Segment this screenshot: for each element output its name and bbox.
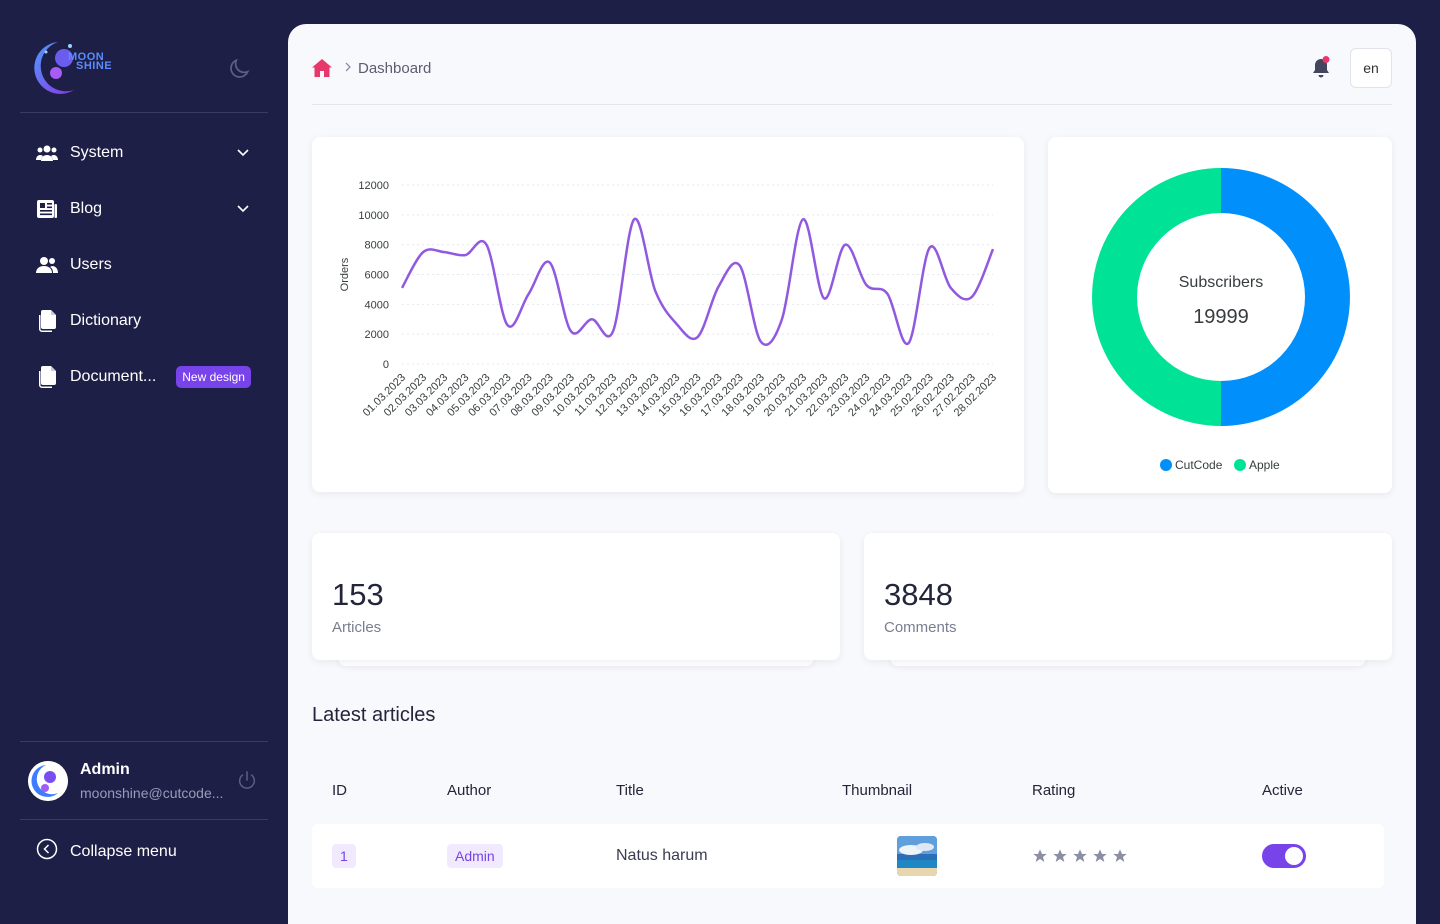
sidebar-item-documents[interactable]: Document... New design [20, 349, 268, 405]
stat-value: 153 [332, 577, 384, 612]
sidebar-item-label: Document... [70, 368, 157, 385]
documents-icon [36, 366, 58, 388]
orders-line-chart-card: 0 2000 4000 6000 8000 10000 12000 Orders 01.03.2… [312, 137, 1024, 492]
collapse-menu-label: Collapse menu [70, 842, 177, 860]
subscribers-donut-chart: Subscribers 19999 CutCode Apple [1092, 168, 1350, 472]
collapse-menu-button[interactable]: Collapse menu [36, 838, 177, 865]
y-tick-label: 0 [383, 359, 389, 371]
y-tick-label: 8000 [365, 240, 389, 252]
y-tick-label: 12000 [358, 180, 389, 192]
language-switch-button[interactable]: en [1350, 48, 1392, 88]
active-toggle[interactable] [1262, 844, 1306, 868]
stat-label: Articles [332, 619, 382, 636]
sidebar-item-system[interactable]: System [20, 125, 268, 181]
users-group-icon [36, 142, 58, 164]
rating-stars[interactable] [1032, 848, 1128, 864]
breadcrumb[interactable]: Dashboard [358, 60, 432, 77]
legend-label: Apple [1249, 458, 1280, 472]
logo-text-line2: SHINE [76, 60, 113, 72]
table-row[interactable]: 1 Admin Natus harum [312, 824, 1384, 888]
article-author-badge[interactable]: Admin [447, 844, 503, 868]
comments-stat-card: 3848 Comments [864, 533, 1392, 660]
user-profile[interactable]: Admin moonshine@cutcode... [20, 742, 268, 820]
article-thumbnail-image[interactable] [897, 836, 937, 876]
legend-item-apple[interactable]: Apple [1234, 458, 1280, 472]
logout-power-icon[interactable] [236, 770, 258, 792]
y-tick-label: 10000 [358, 210, 389, 222]
donut-slice-apple[interactable] [1092, 168, 1221, 426]
legend-marker [1160, 459, 1172, 471]
stat-label: Comments [884, 619, 957, 636]
sidebar-item-blog[interactable]: Blog [20, 181, 268, 237]
user-name: Admin [80, 761, 130, 778]
articles-stat-card: 153 Articles [312, 533, 840, 660]
chevron-right-icon [342, 60, 354, 72]
sidebar-divider [20, 741, 268, 742]
y-tick-label: 2000 [365, 329, 389, 341]
home-icon[interactable] [312, 58, 332, 78]
column-header-thumbnail: Thumbnail [842, 782, 913, 799]
user-email: moonshine@cutcode... [80, 785, 224, 801]
sidebar-item-label: Dictionary [70, 312, 142, 329]
sidebar-item-label: Blog [70, 200, 103, 217]
sidebar-item-label: Users [70, 256, 112, 273]
chevron-down-icon [236, 145, 250, 159]
new-design-badge: New design [176, 366, 251, 388]
donut-total: 19999 [1193, 306, 1249, 328]
stat-value: 3848 [884, 577, 953, 612]
star-icon [1093, 849, 1107, 862]
main-content: Dashboard en 0 2000 4000 6000 8000 10000 12000… [288, 24, 1416, 924]
column-header-id[interactable]: ID [332, 782, 347, 799]
y-tick-label: 6000 [365, 270, 389, 282]
column-header-rating[interactable]: Rating [1032, 782, 1076, 799]
article-title[interactable]: Natus harum [616, 847, 708, 864]
star-icon [1033, 849, 1047, 862]
sidebar-item-users[interactable]: Users [20, 237, 268, 293]
theme-toggle-moon-icon[interactable] [226, 56, 252, 82]
column-header-author[interactable]: Author [447, 782, 492, 799]
notification-bell-icon[interactable] [1310, 56, 1332, 80]
moonshine-logo[interactable]: MOON SHINE [34, 38, 134, 98]
legend-label: CutCode [1175, 458, 1223, 472]
column-header-active[interactable]: Active [1262, 782, 1303, 799]
newspaper-icon [36, 198, 58, 220]
orders-line-chart: 020004000600080001000012000Orders01.03.2… [339, 180, 999, 419]
sidebar-menu: System Blog Users Dictionary D [20, 125, 268, 405]
avatar [28, 761, 68, 801]
subscribers-donut-card: Subscribers 19999 CutCode Apple [1048, 137, 1392, 493]
sidebar: MOON SHINE System Blog Users [0, 0, 288, 900]
star-icon [1113, 849, 1127, 862]
y-tick-label: 4000 [365, 299, 389, 311]
logo-moon-icon [34, 42, 74, 94]
star-icon [1073, 849, 1087, 862]
sidebar-divider [20, 819, 268, 820]
users-icon [36, 254, 58, 276]
logo-text: MOON SHINE [68, 51, 113, 72]
toggle-knob [1285, 847, 1303, 865]
column-header-title[interactable]: Title [616, 782, 644, 799]
sidebar-divider [20, 112, 268, 113]
star-icon [1053, 849, 1067, 862]
arrow-left-circle-icon [36, 838, 58, 865]
legend-marker [1234, 459, 1246, 471]
latest-articles-title: Latest articles [312, 704, 436, 726]
chevron-down-icon [236, 201, 250, 215]
sidebar-item-label: System [70, 144, 124, 161]
documents-icon [36, 310, 58, 332]
legend-item-cutcode[interactable]: CutCode [1160, 458, 1223, 472]
sidebar-item-dictionary[interactable]: Dictionary [20, 293, 268, 349]
y-axis-label: Orders [339, 257, 351, 291]
article-id: 1 [332, 844, 356, 868]
donut-title: Subscribers [1179, 274, 1263, 291]
donut-slice-cutcode[interactable] [1221, 168, 1350, 426]
topbar: Dashboard en [312, 24, 1392, 105]
logo-text-line1: MOON [68, 51, 105, 63]
orders-series-line[interactable] [400, 217, 995, 346]
